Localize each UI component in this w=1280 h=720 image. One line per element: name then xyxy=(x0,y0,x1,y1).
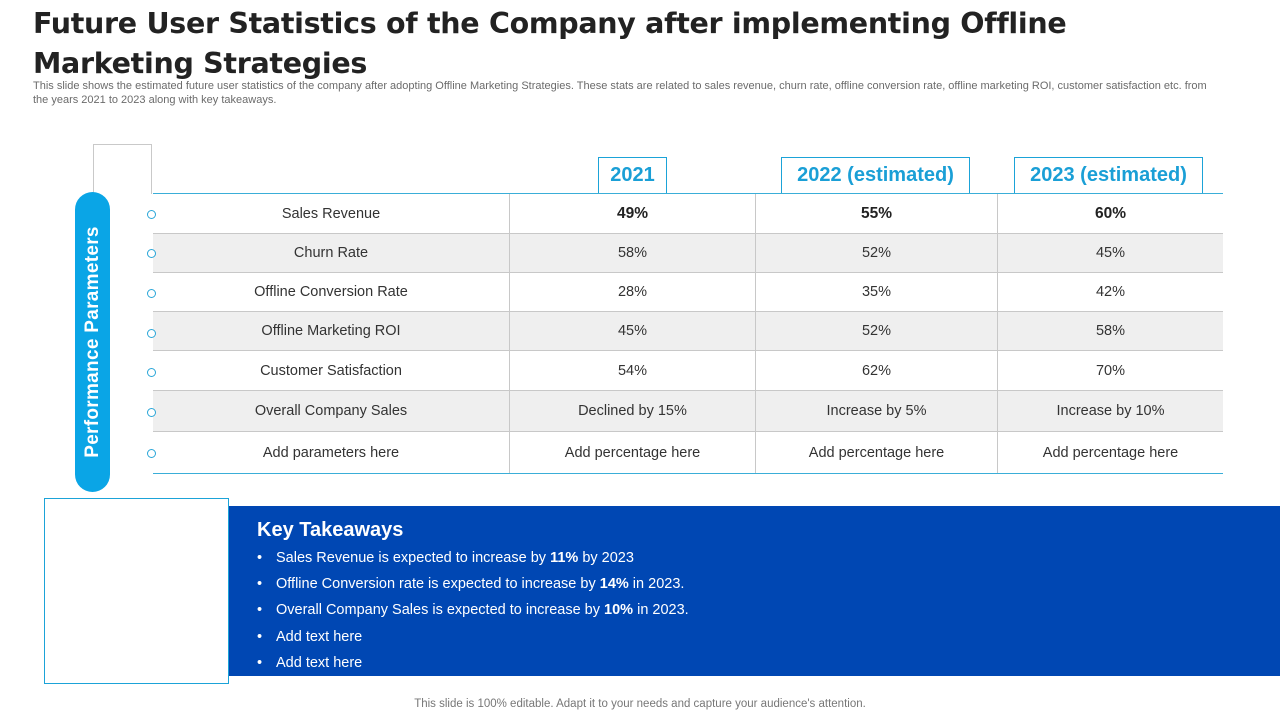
row-marker-icon xyxy=(147,408,156,417)
key-takeaways-list: • Sales Revenue is expected to increase b… xyxy=(257,549,689,680)
list-item: • Sales Revenue is expected to increase b… xyxy=(257,550,634,566)
value-cell-2021: 58% xyxy=(509,234,755,272)
value-cell-2022: 62% xyxy=(755,351,997,390)
table-row: Offline Marketing ROI 45% 52% 58% xyxy=(147,312,1223,351)
value-cell-2023: 70% xyxy=(997,351,1223,390)
value-cell-2021: 45% xyxy=(509,312,755,350)
slide-subtitle: This slide shows the estimated future us… xyxy=(33,80,1207,106)
value-cell-2021: Declined by 15% xyxy=(509,391,755,431)
slide-title: Future User Statistics of the Company af… xyxy=(33,7,1067,80)
param-cell: Sales Revenue xyxy=(281,205,381,222)
row-marker-icon xyxy=(147,368,156,377)
value-cell-2022: 55% xyxy=(755,194,997,233)
value-cell-2023: Add percentage here xyxy=(997,432,1223,473)
list-item: • Offline Conversion rate is expected to … xyxy=(257,576,685,593)
list-item: • Overall Company Sales is expected to in… xyxy=(257,602,689,619)
column-header-2023: 2023 (estimated) xyxy=(1014,157,1203,194)
value-cell-2023: 45% xyxy=(997,234,1223,272)
bullet-icon: • xyxy=(257,550,263,566)
bullet-icon: • xyxy=(257,654,263,671)
side-label-text: Performance Parameters xyxy=(81,226,103,458)
value-cell-2023: 60% xyxy=(997,194,1223,233)
column-header-2021: 2021 xyxy=(598,157,667,194)
bullet-icon: • xyxy=(257,576,263,593)
slide-footer: This slide is 100% editable. Adapt it to… xyxy=(414,698,866,710)
value-cell-2022: 52% xyxy=(755,312,997,350)
value-cell-2023: 42% xyxy=(997,273,1223,311)
param-cell: Customer Satisfaction xyxy=(260,362,402,379)
param-cell: Add parameters here xyxy=(262,444,400,461)
param-cell: Overall Company Sales xyxy=(254,403,408,419)
performance-parameters-label: Performance Parameters xyxy=(75,192,110,492)
key-takeaways-panel: Key Takeaways • Sales Revenue is expected… xyxy=(228,506,1280,676)
table-row: Add parameters here Add percentage here … xyxy=(147,432,1223,474)
value-cell-2022: 35% xyxy=(755,273,997,311)
value-cell-2021: Add percentage here xyxy=(509,432,755,473)
row-marker-icon xyxy=(147,329,156,338)
value-cell-2022: Add percentage here xyxy=(755,432,997,473)
list-item: • Add text here xyxy=(257,654,363,671)
image-placeholder-frame xyxy=(44,498,229,684)
table-row: Overall Company Sales Declined by 15% In… xyxy=(147,391,1223,432)
side-outline-frame xyxy=(93,144,152,194)
list-item: • Add text here xyxy=(257,628,363,645)
table-top-border xyxy=(153,193,1223,194)
table-row: Offline Conversion Rate 28% 35% 42% xyxy=(147,273,1223,312)
row-marker-icon xyxy=(147,249,156,258)
bullet-icon: • xyxy=(257,602,263,619)
param-cell: Offline Conversion Rate xyxy=(254,284,408,300)
bullet-icon: • xyxy=(257,628,263,645)
value-cell-2022: 52% xyxy=(755,234,997,272)
column-header-2022: 2022 (estimated) xyxy=(781,157,970,194)
key-takeaways-title: Key Takeaways xyxy=(257,519,404,541)
value-cell-2021: 28% xyxy=(509,273,755,311)
table-row: Customer Satisfaction 54% 62% 70% xyxy=(147,351,1223,391)
row-marker-icon xyxy=(147,289,156,298)
table-row: Sales Revenue 49% 55% 60% xyxy=(147,194,1223,234)
param-cell: Offline Marketing ROI xyxy=(261,323,401,339)
value-cell-2023: Increase by 10% xyxy=(997,391,1223,431)
table-row: Churn Rate 58% 52% 45% xyxy=(147,234,1223,273)
param-cell: Churn Rate xyxy=(293,245,369,261)
row-marker-icon xyxy=(147,449,156,458)
row-marker-icon xyxy=(147,210,156,219)
value-cell-2021: 54% xyxy=(509,351,755,390)
value-cell-2021: 49% xyxy=(509,194,755,233)
value-cell-2023: 58% xyxy=(997,312,1223,350)
value-cell-2022: Increase by 5% xyxy=(755,391,997,431)
